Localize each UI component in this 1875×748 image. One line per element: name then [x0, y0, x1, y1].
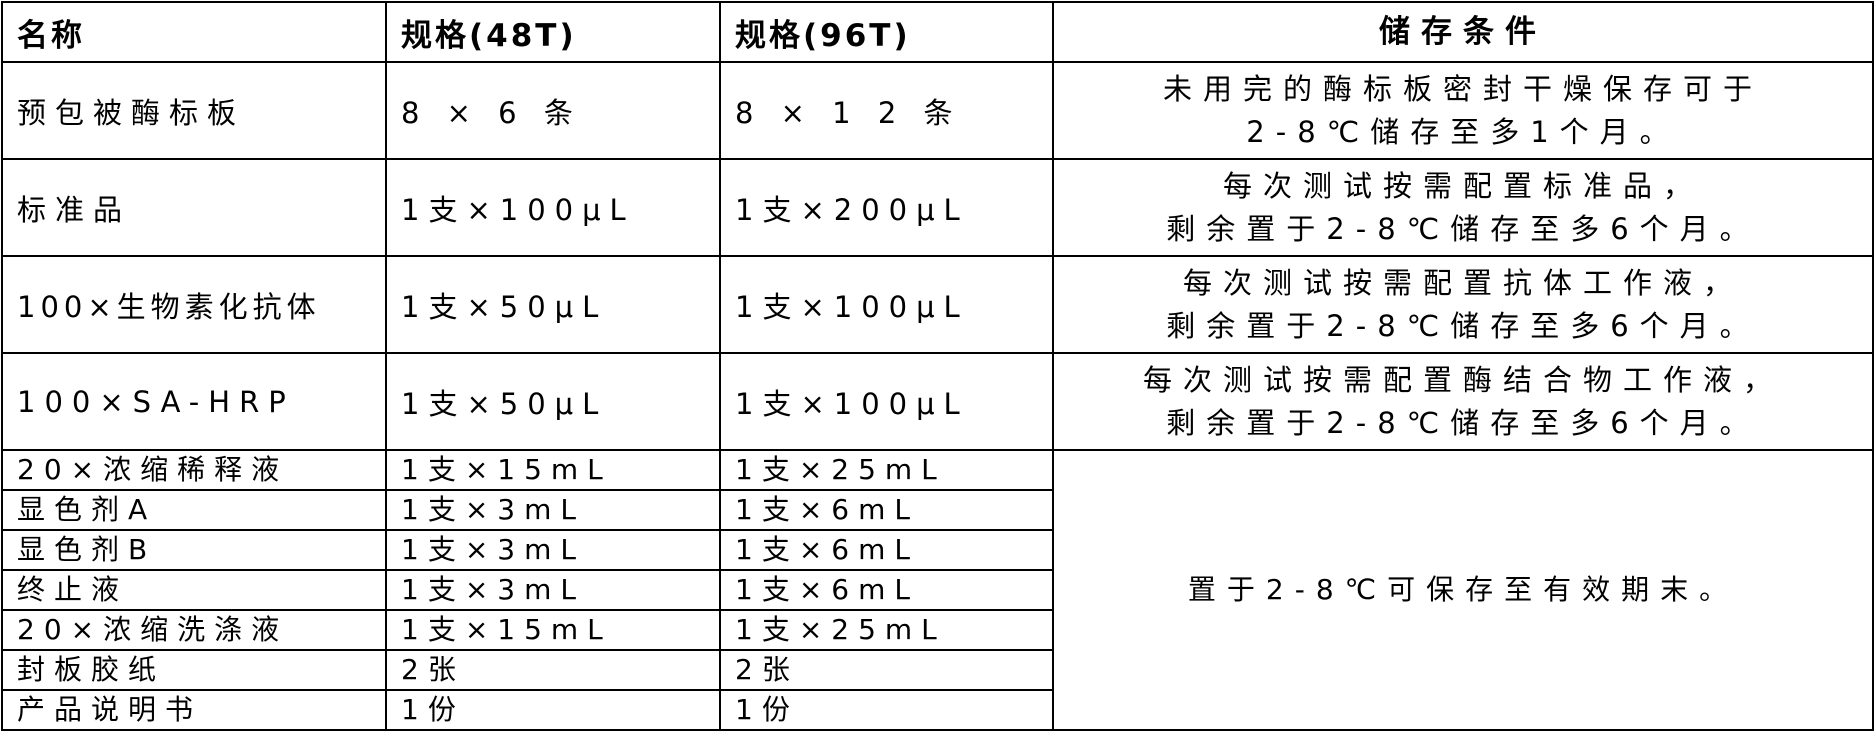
cell-storage: 未用完的酶标板密封干燥保存可于 2-8℃储存至多1个月。 [1052, 61, 1874, 160]
cell-spec-96t: 1支×100μL [719, 255, 1054, 354]
cell-spec-96t: 1支×6mL [719, 489, 1054, 531]
table-row: 100×生物素化抗体 1支×50μL 1支×100μL 每次测试按需配置抗体工作… [1, 255, 1874, 354]
table-row: 显色剂B 1支×3mL 1支×6mL [1, 529, 1873, 571]
table-row: 显色剂A 1支×3mL 1支×6mL [1, 489, 1873, 531]
cell-name: 标准品 [1, 158, 387, 257]
storage-line: 剩余置于2-8℃储存至多6个月。 [1166, 211, 1760, 246]
header-row: 名称 规格(48T) 规格(96T) 储存条件 [1, 1, 1874, 63]
cell-name: 显色剂B [1, 529, 387, 571]
cell-storage: 每次测试按需配置标准品， 剩余置于2-8℃储存至多6个月。 [1052, 158, 1874, 257]
table-row: 20×浓缩稀释液 1支×15mL 1支×25mL 置于2-8℃可保存至有效期末。 [1, 449, 1874, 731]
cell-name: 100×生物素化抗体 [1, 255, 387, 354]
table-row: 产品说明书 1份 1份 [1, 689, 1873, 731]
cell-spec-48t: 1支×15mL [385, 609, 721, 651]
cell-spec-96t: 1支×25mL [719, 609, 1054, 651]
header-spec-48t: 规格(48T) [385, 1, 721, 63]
header-storage: 储存条件 [1052, 1, 1874, 63]
cell-spec-96t: 1支×100μL [719, 352, 1054, 451]
cell-spec-96t: 8 × 1 2 条 [719, 61, 1054, 160]
cell-name: 20×浓缩稀释液 [1, 449, 387, 491]
kit-components-table: 名称 规格(48T) 规格(96T) 储存条件 预包被酶标板 8 × 6 条 8… [1, 1, 1874, 731]
table-row: 20×浓缩洗涤液 1支×15mL 1支×25mL [1, 609, 1873, 651]
table-row: 预包被酶标板 8 × 6 条 8 × 1 2 条 未用完的酶标板密封干燥保存可于… [1, 61, 1874, 160]
header-name: 名称 [1, 1, 387, 63]
cell-spec-48t: 2张 [385, 649, 721, 691]
table-row: 封板胶纸 2张 2张 [1, 649, 1873, 691]
cell-spec-48t: 1支×100μL [385, 158, 721, 257]
cell-storage: 每次测试按需配置酶结合物工作液， 剩余置于2-8℃储存至多6个月。 [1052, 352, 1874, 451]
table-row: 终止液 1支×3mL 1支×6mL [1, 569, 1873, 611]
cell-storage-merged: 置于2-8℃可保存至有效期末。 [1052, 449, 1874, 731]
storage-line: 每次测试按需配置抗体工作液， [1182, 265, 1743, 300]
cell-spec-96t: 2张 [719, 649, 1054, 691]
cell-spec-96t: 1份 [719, 689, 1054, 731]
cell-name: 20×浓缩洗涤液 [1, 609, 387, 651]
table-row: 100×SA-HRP 1支×50μL 1支×100μL 每次测试按需配置酶结合物… [1, 352, 1874, 451]
cell-name: 产品说明书 [1, 689, 387, 731]
cell-spec-96t: 1支×200μL [719, 158, 1054, 257]
cell-spec-96t: 1支×6mL [719, 569, 1054, 611]
storage-line: 每次测试按需配置酶结合物工作液， [1142, 362, 1783, 397]
cell-name: 显色剂A [1, 489, 387, 531]
table-row: 标准品 1支×100μL 1支×200μL 每次测试按需配置标准品， 剩余置于2-… [1, 158, 1874, 257]
cell-spec-48t: 1支×50μL [385, 352, 721, 451]
cell-spec-48t: 1支×3mL [385, 489, 721, 531]
cell-spec-48t: 1份 [385, 689, 721, 731]
storage-line: 剩余置于2-8℃储存至多6个月。 [1166, 308, 1760, 343]
storage-line: 每次测试按需配置标准品， [1222, 168, 1703, 203]
cell-storage: 每次测试按需配置抗体工作液， 剩余置于2-8℃储存至多6个月。 [1052, 255, 1874, 354]
cell-spec-48t: 1支×3mL [385, 569, 721, 611]
cell-name: 封板胶纸 [1, 649, 387, 691]
cell-spec-96t: 1支×6mL [719, 529, 1054, 571]
cell-name: 预包被酶标板 [1, 61, 387, 160]
cell-spec-48t: 8 × 6 条 [385, 61, 721, 160]
cell-name: 终止液 [1, 569, 387, 611]
cell-spec-48t: 1支×3mL [385, 529, 721, 571]
cell-spec-48t: 1支×15mL [385, 449, 721, 491]
cell-spec-96t: 1支×25mL [719, 449, 1054, 491]
header-spec-96t: 规格(96T) [719, 1, 1054, 63]
cell-name: 100×SA-HRP [1, 352, 387, 451]
storage-line: 未用完的酶标板密封干燥保存可于 [1162, 71, 1763, 106]
storage-line: 剩余置于2-8℃储存至多6个月。 [1166, 405, 1760, 440]
storage-line: 2-8℃储存至多1个月。 [1246, 114, 1680, 149]
cell-spec-48t: 1支×50μL [385, 255, 721, 354]
